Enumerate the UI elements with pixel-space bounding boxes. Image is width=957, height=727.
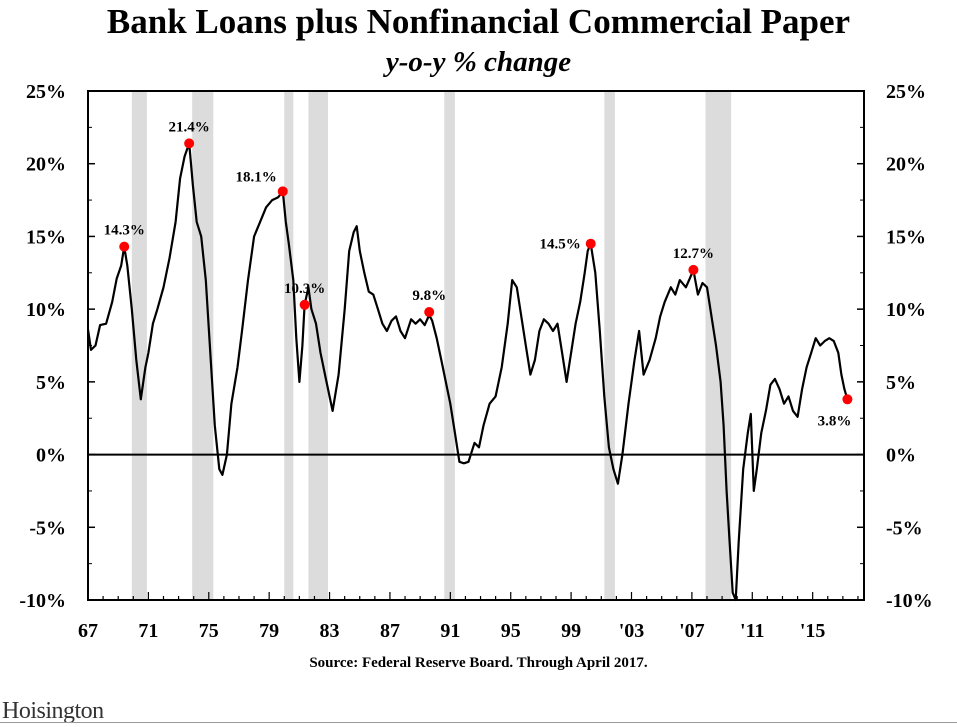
y-tick-label-right: 10% [886,299,926,321]
peak-marker [842,394,853,405]
source-note: Source: Federal Reserve Board. Through A… [309,655,648,671]
y-tick-label-left: 25% [26,81,66,103]
footer-rule [0,722,957,723]
data-label: 9.8% [412,288,446,304]
x-tick-label: 87 [380,620,400,642]
recession-band [705,91,732,600]
x-tick-label: 79 [259,620,279,642]
y-tick-label-left: 5% [36,372,66,394]
peak-marker [688,264,699,275]
x-tick-label: 71 [138,620,158,642]
peak-marker [299,299,310,310]
data-label: 18.1% [236,169,277,185]
peak-marker [277,186,288,197]
data-label: 21.4% [169,119,210,135]
y-tick-label-right: 20% [886,154,926,176]
peak-marker [184,138,195,149]
recession-band [131,91,147,600]
company-logo: Hoisington [2,698,104,724]
peak-marker [119,241,130,252]
peak-marker [585,238,596,249]
y-tick-label-right: 15% [886,226,926,248]
y-tick-label-left: 20% [26,154,66,176]
data-label: 10.3% [284,281,325,297]
y-tick-label-left: 10% [26,299,66,321]
x-tick-label: 83 [320,620,340,642]
y-tick-label-left: -10% [19,590,66,612]
recession-band [308,91,329,600]
y-tick-label-right: -10% [886,590,933,612]
recession-band [604,91,615,600]
y-tick-label-left: -5% [29,517,66,539]
chart-subtitle: y-o-y % change [385,46,572,78]
x-tick-label: '07 [679,620,705,642]
x-tick-label: 91 [440,620,460,642]
x-tick-label: '11 [740,620,764,642]
data-label: 12.7% [673,246,714,262]
recession-band [444,91,455,600]
peak-marker [424,307,435,318]
y-tick-label-right: 0% [886,445,916,467]
y-tick-label-right: 25% [886,81,926,103]
y-tick-label-left: 0% [36,445,66,467]
recession-band [284,91,294,600]
data-label: 14.3% [104,223,145,239]
y-tick-label-right: -5% [886,517,923,539]
x-tick-label: 75 [199,620,219,642]
x-tick-label: '15 [800,620,826,642]
y-tick-label-right: 5% [886,372,916,394]
y-tick-label-left: 15% [26,226,66,248]
chart-title: Bank Loans plus Nonfinancial Commercial … [106,2,851,41]
x-tick-label: 99 [561,620,581,642]
x-tick-label: 67 [78,620,98,642]
x-tick-label: '03 [619,620,645,642]
series-line [86,142,849,602]
recession-band [192,91,214,600]
x-tick-label: 95 [501,620,521,642]
data-label: 3.8% [818,413,852,429]
data-label: 14.5% [539,237,580,253]
